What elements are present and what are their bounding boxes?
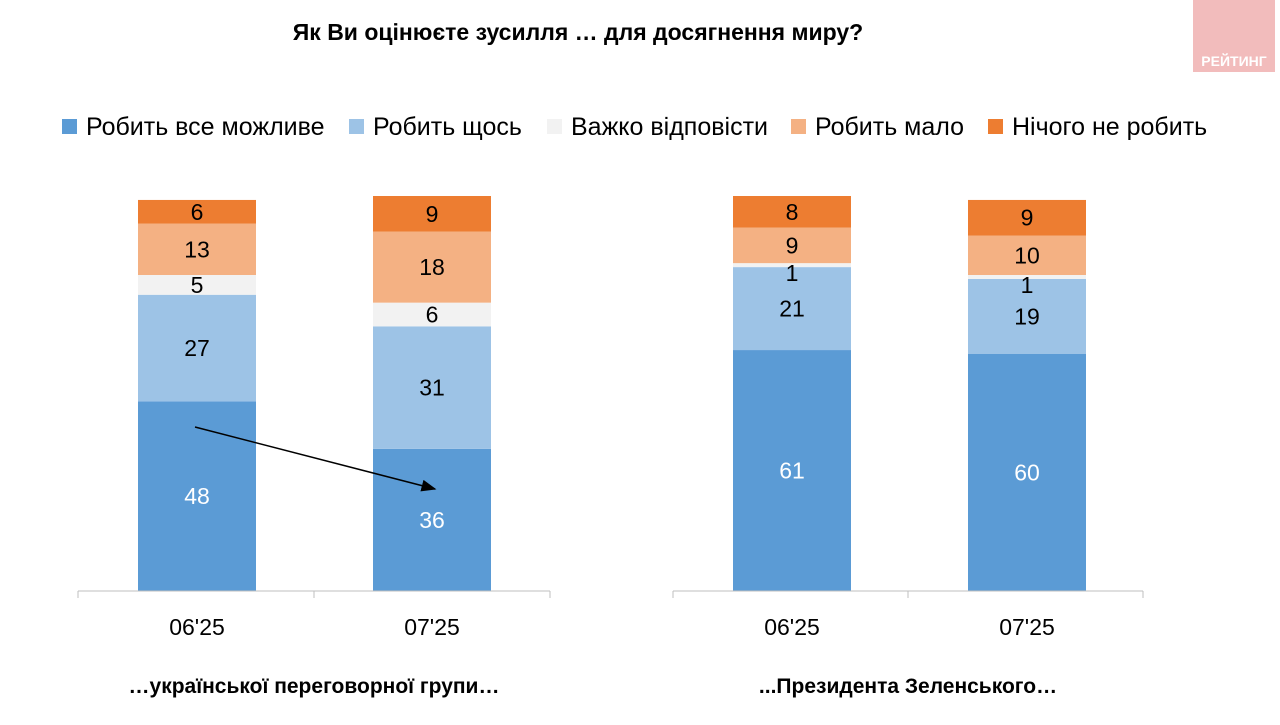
chart-title: Як Ви оцінюєте зусилля … для досягнення … <box>293 19 863 45</box>
bar-segment <box>733 350 851 591</box>
data-label: 1 <box>786 260 799 286</box>
legend-swatch <box>62 119 77 134</box>
logo: РЕЙТИНГ <box>1193 0 1275 72</box>
bar-segment <box>733 263 851 268</box>
data-label: 9 <box>786 232 799 258</box>
legend-swatch <box>349 119 364 134</box>
bar-segment <box>733 196 851 228</box>
legend-label: Нічого не робить <box>1012 113 1207 141</box>
data-label: 18 <box>419 254 445 280</box>
legend-label: Робить мало <box>815 113 964 141</box>
logo-text: РЕЙТИНГ <box>1201 52 1266 69</box>
tick-label: 07'25 <box>999 614 1055 640</box>
data-label: 19 <box>1014 303 1040 329</box>
legend-item: Робить щось <box>349 113 522 141</box>
bar-segment <box>138 199 256 224</box>
panel-subtitle-right: ...Президента Зеленського… <box>759 675 1057 698</box>
legend-item: Робить все можливе <box>62 113 325 141</box>
data-label: 31 <box>419 375 445 401</box>
data-label: 13 <box>184 236 210 262</box>
data-label: 9 <box>1021 205 1034 231</box>
data-label: 9 <box>426 201 439 227</box>
bar-segment <box>138 275 256 295</box>
bar-segment <box>138 294 256 402</box>
legend-swatch <box>791 119 806 134</box>
bar-segment <box>373 326 491 449</box>
bar-segment <box>373 302 491 327</box>
bar-segment <box>138 401 256 591</box>
tick-label: 06'25 <box>764 614 820 640</box>
legend-item: Важко відповісти <box>547 113 768 141</box>
legend-label: Важко відповісти <box>571 113 768 141</box>
stacked-bar: 48 27 5 13 6 <box>138 199 256 591</box>
legend-swatch <box>547 119 562 134</box>
stacked-bar: 61 21 19 8 <box>733 196 851 591</box>
legend: Робить все можливе Робить щось Важко відпо… <box>62 113 1207 141</box>
data-label: 1 <box>1021 272 1034 298</box>
data-label: 6 <box>426 302 439 328</box>
bar-segment <box>373 231 491 303</box>
data-label: 61 <box>779 458 805 484</box>
legend-label: Робить все можливе <box>86 113 325 141</box>
legend-label: Робить щось <box>373 113 522 141</box>
data-label: 60 <box>1014 460 1040 486</box>
legend-item: Робить мало <box>791 113 964 141</box>
stacked-bar: 60 19 1 10 9 <box>968 199 1086 591</box>
bar-segment <box>138 223 256 275</box>
panel-subtitle-left: …української переговорної групи… <box>129 675 500 698</box>
bar-segment <box>968 354 1086 591</box>
data-label: 36 <box>419 507 445 533</box>
bar-segment <box>733 267 851 351</box>
tick-label: 07'25 <box>404 614 460 640</box>
data-label: 10 <box>1014 242 1040 268</box>
bar-segment <box>968 199 1086 236</box>
legend-item: Нічого не робить <box>988 113 1207 141</box>
data-label: 48 <box>184 483 210 509</box>
bar-segment <box>733 227 851 264</box>
data-label: 8 <box>786 199 799 225</box>
bar-segment <box>373 448 491 591</box>
bar-segment <box>373 196 491 232</box>
legend-swatch <box>988 119 1003 134</box>
bar-segment <box>968 275 1086 279</box>
data-label: 27 <box>184 335 210 361</box>
data-label: 5 <box>191 272 204 298</box>
bar-segment <box>968 278 1086 354</box>
data-label: 6 <box>191 199 204 225</box>
data-label: 21 <box>779 296 805 322</box>
tick-label: 06'25 <box>169 614 225 640</box>
trend-arrow <box>194 426 437 492</box>
bar-segment <box>968 235 1086 275</box>
stacked-bar: 36 31 6 18 9 <box>373 196 491 591</box>
